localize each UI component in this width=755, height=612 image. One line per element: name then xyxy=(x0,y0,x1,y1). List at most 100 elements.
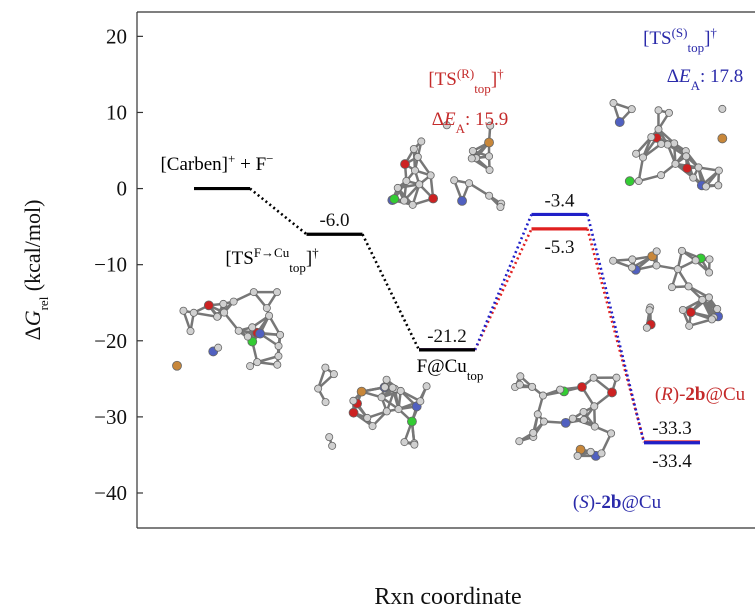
atom xyxy=(515,437,524,446)
connector xyxy=(586,214,646,444)
atom xyxy=(484,137,494,148)
atom xyxy=(189,308,198,317)
atom xyxy=(394,405,403,414)
annotation-part: top xyxy=(467,368,484,383)
atom xyxy=(718,104,727,113)
atom xyxy=(667,283,676,292)
atom xyxy=(415,180,424,189)
atom xyxy=(328,441,337,450)
atom xyxy=(579,407,588,416)
atom xyxy=(314,384,323,393)
annotation-part: ( xyxy=(573,492,579,513)
atom xyxy=(573,451,582,460)
atom xyxy=(213,312,222,321)
annotation-part: + xyxy=(228,151,235,166)
atom xyxy=(457,195,467,206)
annotation-part: F@Cu xyxy=(417,356,468,377)
atom xyxy=(382,407,391,416)
atom xyxy=(607,429,616,438)
value-label: -3.4 xyxy=(544,190,575,211)
atom xyxy=(678,305,687,314)
atom xyxy=(663,140,672,149)
annotation-part: )- xyxy=(589,492,602,513)
atom xyxy=(229,297,238,306)
annotation-part: † xyxy=(497,66,504,81)
atom xyxy=(717,133,728,144)
annotation-part: F→Cu xyxy=(254,245,290,260)
y-axis-label-part: (kcal/mol) xyxy=(20,200,45,297)
annotation-part: A xyxy=(691,78,701,93)
atom xyxy=(234,326,243,335)
y-tick-label: −20 xyxy=(94,329,127,353)
atom xyxy=(467,154,476,163)
atom xyxy=(634,177,643,186)
atom xyxy=(677,246,686,255)
atom xyxy=(274,352,283,361)
annotation-part: top xyxy=(474,81,491,96)
atom xyxy=(400,196,409,205)
atom xyxy=(691,256,700,265)
atom xyxy=(713,304,722,313)
atom xyxy=(684,282,693,291)
atom xyxy=(515,380,524,389)
atom xyxy=(682,152,691,161)
value-label: -6.0 xyxy=(319,210,349,231)
annotation: ΔEA: 15.9 xyxy=(432,109,509,136)
atom xyxy=(628,255,637,264)
atom xyxy=(714,166,723,175)
annotation-part: top xyxy=(289,260,306,275)
atom xyxy=(272,288,281,297)
atom xyxy=(382,375,391,384)
atom xyxy=(624,176,635,187)
atom xyxy=(590,422,599,431)
atom xyxy=(707,315,716,324)
atom xyxy=(609,256,618,265)
atom xyxy=(348,407,359,418)
atom xyxy=(389,194,400,204)
annotation: [Carben]+ + F− xyxy=(160,151,273,176)
atom xyxy=(560,417,571,428)
y-tick-label: 20 xyxy=(106,24,127,48)
atom xyxy=(220,308,229,317)
annotation-part: (S) xyxy=(672,25,688,40)
atom xyxy=(442,121,451,130)
atom xyxy=(516,372,525,381)
atom xyxy=(627,105,636,114)
annotation-part: [TS xyxy=(428,69,457,90)
atom xyxy=(255,328,265,339)
atom xyxy=(568,414,577,423)
atom xyxy=(413,152,422,161)
connector xyxy=(586,228,646,443)
atom xyxy=(393,183,402,192)
annotation-part: @Cu xyxy=(621,492,661,513)
atom xyxy=(590,402,599,411)
annotation-part: : 15.9 xyxy=(465,109,508,130)
annotation-part: [Carben] xyxy=(160,154,228,175)
atom xyxy=(664,108,673,117)
atom xyxy=(253,358,262,367)
atom xyxy=(652,247,661,256)
annotation-part: ] xyxy=(491,69,497,90)
connector xyxy=(361,233,421,351)
annotation: [TS(S)top]† xyxy=(643,25,717,55)
value-label: -21.2 xyxy=(427,326,467,347)
y-tick-label: −40 xyxy=(94,481,127,505)
annotation-part: R xyxy=(660,384,673,405)
annotation-part: † xyxy=(710,25,717,40)
atom xyxy=(407,416,417,427)
atom xyxy=(400,438,409,447)
atom xyxy=(329,370,338,379)
annotation-part: ( xyxy=(655,384,661,405)
atom xyxy=(265,311,274,320)
y-tick-label: 10 xyxy=(106,100,127,124)
atom xyxy=(589,373,598,382)
annotation: [TS(R)top]† xyxy=(428,66,504,96)
atom xyxy=(705,255,714,264)
atom xyxy=(654,106,663,115)
annotation: (R)-2b@Cu xyxy=(655,384,746,405)
connector xyxy=(249,187,308,236)
atom xyxy=(214,343,223,352)
atom xyxy=(273,360,282,369)
atom xyxy=(638,153,647,162)
atom xyxy=(686,307,696,318)
